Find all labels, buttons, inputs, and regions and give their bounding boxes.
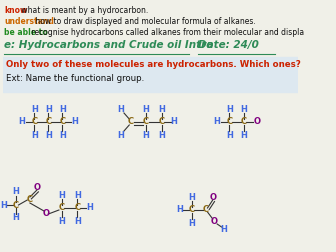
Text: H: H xyxy=(59,131,66,140)
Text: H: H xyxy=(74,191,81,200)
Bar xyxy=(3,57,298,92)
Text: H: H xyxy=(117,105,124,113)
Text: H: H xyxy=(240,105,247,113)
Text: H: H xyxy=(12,213,19,223)
Text: be able to: be able to xyxy=(4,28,48,37)
Text: C: C xyxy=(58,204,65,212)
Text: O: O xyxy=(42,209,49,218)
Text: H: H xyxy=(158,105,165,113)
Text: C: C xyxy=(188,205,195,214)
Text: H: H xyxy=(58,216,65,226)
Text: H: H xyxy=(45,131,52,140)
Text: C: C xyxy=(27,196,33,205)
Text: H: H xyxy=(31,131,38,140)
Text: H: H xyxy=(142,131,150,140)
Text: H: H xyxy=(12,187,19,197)
Text: C: C xyxy=(13,201,19,209)
Text: H: H xyxy=(117,131,124,140)
Text: C: C xyxy=(128,117,134,127)
Text: H: H xyxy=(0,201,7,209)
Text: H: H xyxy=(45,105,52,113)
Text: C: C xyxy=(143,117,149,127)
Text: H: H xyxy=(86,204,93,212)
Text: understand: understand xyxy=(4,17,54,26)
Text: H: H xyxy=(71,117,78,127)
Text: how to draw displayed and molecular formula of alkanes.: how to draw displayed and molecular form… xyxy=(33,17,255,26)
Text: C: C xyxy=(59,117,66,127)
Text: H: H xyxy=(171,117,177,127)
Text: Only two of these molecules are hydrocarbons. Which ones?: Only two of these molecules are hydrocar… xyxy=(6,60,301,69)
Text: H: H xyxy=(240,131,247,140)
Text: know: know xyxy=(4,6,28,15)
Text: C: C xyxy=(159,117,165,127)
Text: Ext: Name the functional group.: Ext: Name the functional group. xyxy=(6,74,144,83)
Text: Date: 24/0: Date: 24/0 xyxy=(198,40,259,50)
Text: what is meant by a hydrocarbon.: what is meant by a hydrocarbon. xyxy=(19,6,149,15)
Text: O: O xyxy=(34,182,40,192)
Text: H: H xyxy=(158,131,165,140)
Text: H: H xyxy=(59,105,66,113)
Text: H: H xyxy=(74,216,81,226)
Text: H: H xyxy=(31,105,38,113)
Text: H: H xyxy=(226,131,233,140)
Text: C: C xyxy=(241,117,247,127)
Text: C: C xyxy=(45,117,51,127)
Text: H: H xyxy=(58,191,65,200)
Text: H: H xyxy=(214,117,221,127)
Text: H: H xyxy=(176,205,183,214)
Text: O: O xyxy=(209,193,216,202)
Text: H: H xyxy=(220,225,227,234)
Text: recognise hydrocarbons called alkanes from their molecular and displa: recognise hydrocarbons called alkanes fr… xyxy=(29,28,304,37)
Text: H: H xyxy=(18,117,26,127)
Text: C: C xyxy=(31,117,37,127)
Text: C: C xyxy=(203,205,209,214)
Text: O: O xyxy=(211,217,218,227)
Text: H: H xyxy=(188,218,195,228)
Text: C: C xyxy=(226,117,233,127)
Text: O: O xyxy=(253,117,260,127)
Text: H: H xyxy=(226,105,233,113)
Text: C: C xyxy=(74,204,80,212)
Text: e: Hydrocarbons and Crude oil Intro: e: Hydrocarbons and Crude oil Intro xyxy=(4,40,214,50)
Text: H: H xyxy=(188,193,195,202)
Text: H: H xyxy=(142,105,150,113)
